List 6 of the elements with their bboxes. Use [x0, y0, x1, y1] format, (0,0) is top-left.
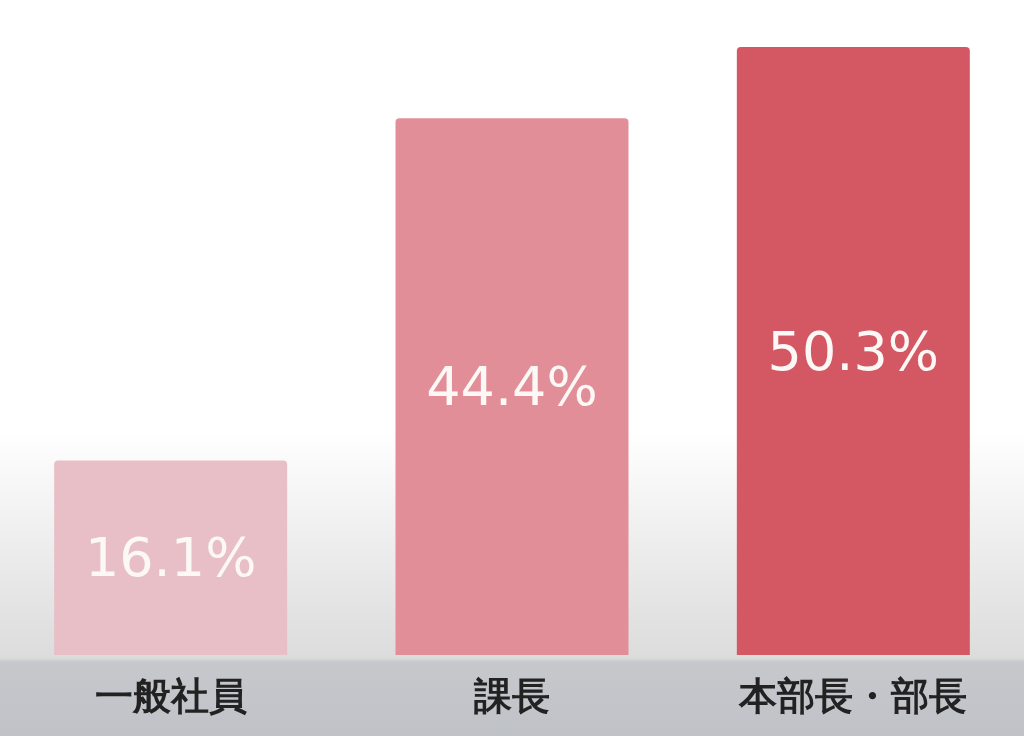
data-label: 16.1% — [84, 526, 257, 590]
x-tick-label: 本部長・部長 — [738, 674, 968, 718]
data-label: 44.4% — [426, 355, 598, 419]
data-label: 50.3% — [767, 319, 940, 383]
x-tick-label: 課長 — [473, 674, 550, 718]
x-tick-label: 一般社員 — [94, 674, 247, 718]
